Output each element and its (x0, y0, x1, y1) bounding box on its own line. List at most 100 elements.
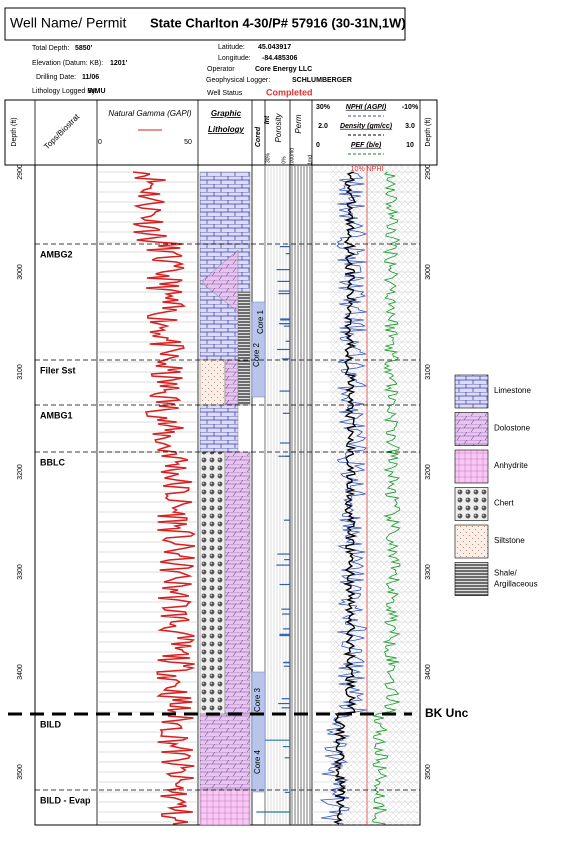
depth-label: 3200 (425, 464, 432, 480)
lithology-chert (199, 451, 226, 715)
column-header: 30% (265, 152, 271, 163)
info-label: Well Status (207, 90, 243, 97)
lithology-dolo (224, 359, 239, 406)
core-label: Core 1 (256, 309, 265, 334)
depth-label: 3000 (425, 264, 432, 280)
lithology-anhy (199, 789, 251, 826)
column-header: Density (gm/cc) (340, 123, 393, 130)
lithology-dolo (199, 713, 251, 791)
lithology-dolo (224, 451, 251, 715)
depth-label: 3100 (425, 364, 432, 380)
column-header: 0 (316, 142, 320, 149)
depth-label: 2900 (17, 164, 24, 180)
core-label: Core 3 (253, 687, 262, 712)
legend-label: Limestone (494, 386, 531, 395)
column-header: Tops/Biostrat (42, 112, 82, 152)
core-label: Core 2 (252, 342, 261, 367)
column-header: Porosity (274, 113, 283, 143)
info-label: Drilling Date: (36, 74, 76, 81)
depth-label: 3500 (425, 764, 432, 780)
legend-swatch (454, 487, 489, 521)
lithology-silt (199, 359, 226, 406)
lithology-shale (237, 291, 251, 406)
column-header: 0% (281, 156, 287, 164)
column-header: 3.0 (405, 123, 415, 130)
legend-swatch (454, 374, 489, 409)
legend-label: Anhydrite (494, 461, 528, 470)
column-header: NPHI (AGPI) (346, 104, 387, 111)
legend-label: Shale/Argillaceous (494, 569, 538, 589)
lithology-dolo (202, 249, 239, 313)
top-label: BBLC (40, 457, 65, 467)
pef-curve (372, 171, 401, 825)
column-header: Depth (ft) (11, 117, 18, 146)
column-header: Cored (255, 126, 262, 147)
depth-label: 3100 (17, 364, 24, 380)
legend-swatch (454, 412, 489, 446)
info-label: Operator (207, 66, 235, 73)
depth-label: 3300 (425, 564, 432, 580)
column-header: 1md (307, 155, 313, 165)
column-header: 50 (184, 139, 192, 146)
depth-label: 2900 (425, 164, 432, 180)
column-header: 1000md (289, 148, 295, 166)
legend-swatch (454, 449, 489, 484)
info-value: -84.485306 (262, 55, 298, 62)
info-value: 45.043917 (258, 44, 291, 51)
column-header: 0 (98, 139, 102, 146)
info-value: 11/06 (82, 74, 99, 81)
info-value: 5850' (75, 45, 93, 52)
legend-swatch (454, 524, 489, 559)
depth-label: 3400 (17, 664, 24, 680)
info-value: WMU (88, 88, 106, 95)
depth-label: 3400 (425, 664, 432, 680)
info-label: Latitude: (218, 44, 245, 51)
info-value: Core Energy LLC (255, 66, 312, 73)
nphi-marker: 10% NPHI (351, 166, 384, 173)
column-header: Int (264, 115, 271, 124)
column-header: 2.0 (318, 123, 328, 130)
lithology-lime (199, 404, 239, 453)
info-label: Geophysical Logger: (206, 77, 270, 84)
info-label: Total Depth: (32, 45, 69, 52)
gamma-curve (132, 171, 196, 825)
header-title: State Charlton 4-30/P# 57916 (30-31N,1W) (150, 15, 406, 30)
column-header: 30% (316, 104, 331, 111)
column-header: Depth (ft) (425, 117, 432, 146)
depth-label: 3300 (17, 564, 24, 580)
info-label: Lithology Logged By: (32, 88, 97, 95)
info-value: 1201' (110, 60, 128, 67)
column-header: Lithology (208, 125, 245, 134)
column-header: Graphic (211, 109, 242, 118)
column-header: 10 (406, 142, 414, 149)
top-label: Filer Sst (40, 365, 76, 375)
info-label: Longitude: (218, 55, 251, 62)
title-box (4, 7, 406, 41)
header-label: Well Name/ Permit (10, 15, 127, 31)
legend-swatch (454, 562, 489, 596)
top-label: BILD (40, 719, 61, 729)
info-value: SCHLUMBERGER (292, 77, 352, 84)
core-interval (251, 671, 266, 793)
density-curve (333, 171, 358, 825)
crosshatch-fill (330, 165, 418, 825)
core-label: Core 4 (253, 749, 262, 774)
top-label: AMBG2 (40, 249, 73, 259)
top-label: BK Unc (425, 706, 469, 720)
top-label: AMBG1 (40, 410, 73, 420)
column-header: Natural Gamma (GAPI) (108, 109, 191, 118)
column-header: PEF (b/e) (351, 142, 382, 149)
core-interval (251, 301, 266, 398)
info-value: Completed (266, 87, 313, 97)
depth-label: 3000 (17, 264, 24, 280)
column-header: -10% (402, 104, 419, 111)
column-header: Perm (294, 114, 303, 133)
lithology-lime (199, 171, 251, 245)
legend-label: Chert (494, 499, 514, 508)
top-label: BILD - Evap (40, 795, 91, 805)
legend-label: Dolostone (494, 424, 531, 433)
depth-label: 3200 (17, 464, 24, 480)
legend-label: Siltstone (494, 536, 525, 545)
